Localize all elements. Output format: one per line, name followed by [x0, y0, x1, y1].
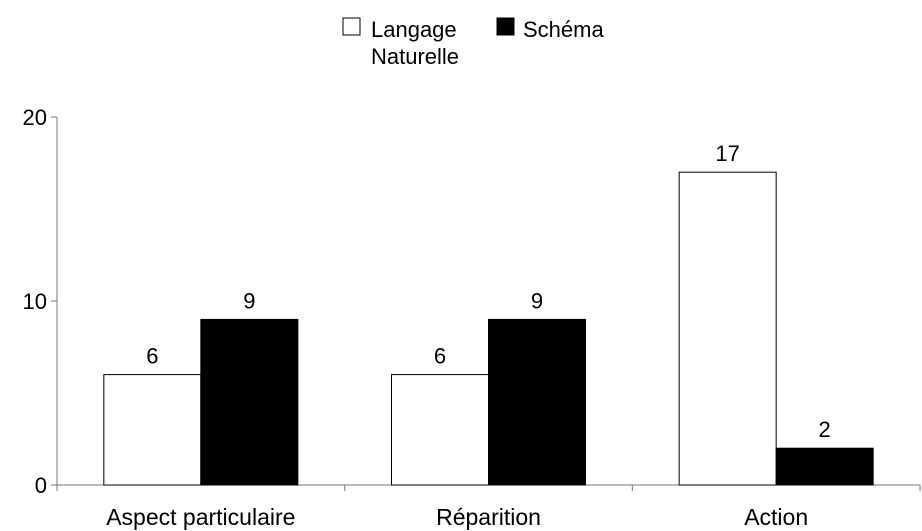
bar-series-2-3 [776, 448, 873, 485]
data-label: 2 [819, 417, 831, 442]
y-ticks: 0 10 20 [23, 105, 57, 498]
legend: Langage Naturelle Schéma [343, 17, 604, 69]
bar-series-2-2 [489, 319, 586, 485]
legend-label-line-1: Langage [371, 17, 457, 42]
bar-series-2-1 [201, 319, 298, 485]
y-tick-label: 0 [35, 473, 47, 498]
data-label: 17 [715, 141, 739, 166]
y-tick-label: 10 [23, 289, 47, 314]
legend-swatch-langage-naturelle [343, 18, 360, 35]
bar-series-1-1 [104, 375, 201, 485]
data-label: 9 [531, 288, 543, 313]
data-label: 9 [243, 288, 255, 313]
data-label: 6 [146, 344, 158, 369]
legend-label-line-2: Naturelle [371, 44, 459, 69]
y-tick-label: 20 [23, 105, 47, 130]
category-label: Réparition [436, 504, 541, 530]
legend-swatch-schema [497, 18, 514, 35]
bar-series-1-3 [679, 172, 776, 485]
category-label: Action [744, 504, 808, 530]
x-ticks [345, 485, 920, 491]
legend-label-langage-naturelle: Langage Naturelle [371, 17, 463, 69]
category-labels: Aspect particulaire Réparition Action [106, 504, 808, 530]
legend-label-schema: Schéma [523, 17, 604, 42]
data-label: 6 [434, 344, 446, 369]
category-label: Aspect particulaire [106, 504, 295, 530]
bars [104, 172, 873, 485]
bar-series-1-2 [392, 375, 489, 485]
